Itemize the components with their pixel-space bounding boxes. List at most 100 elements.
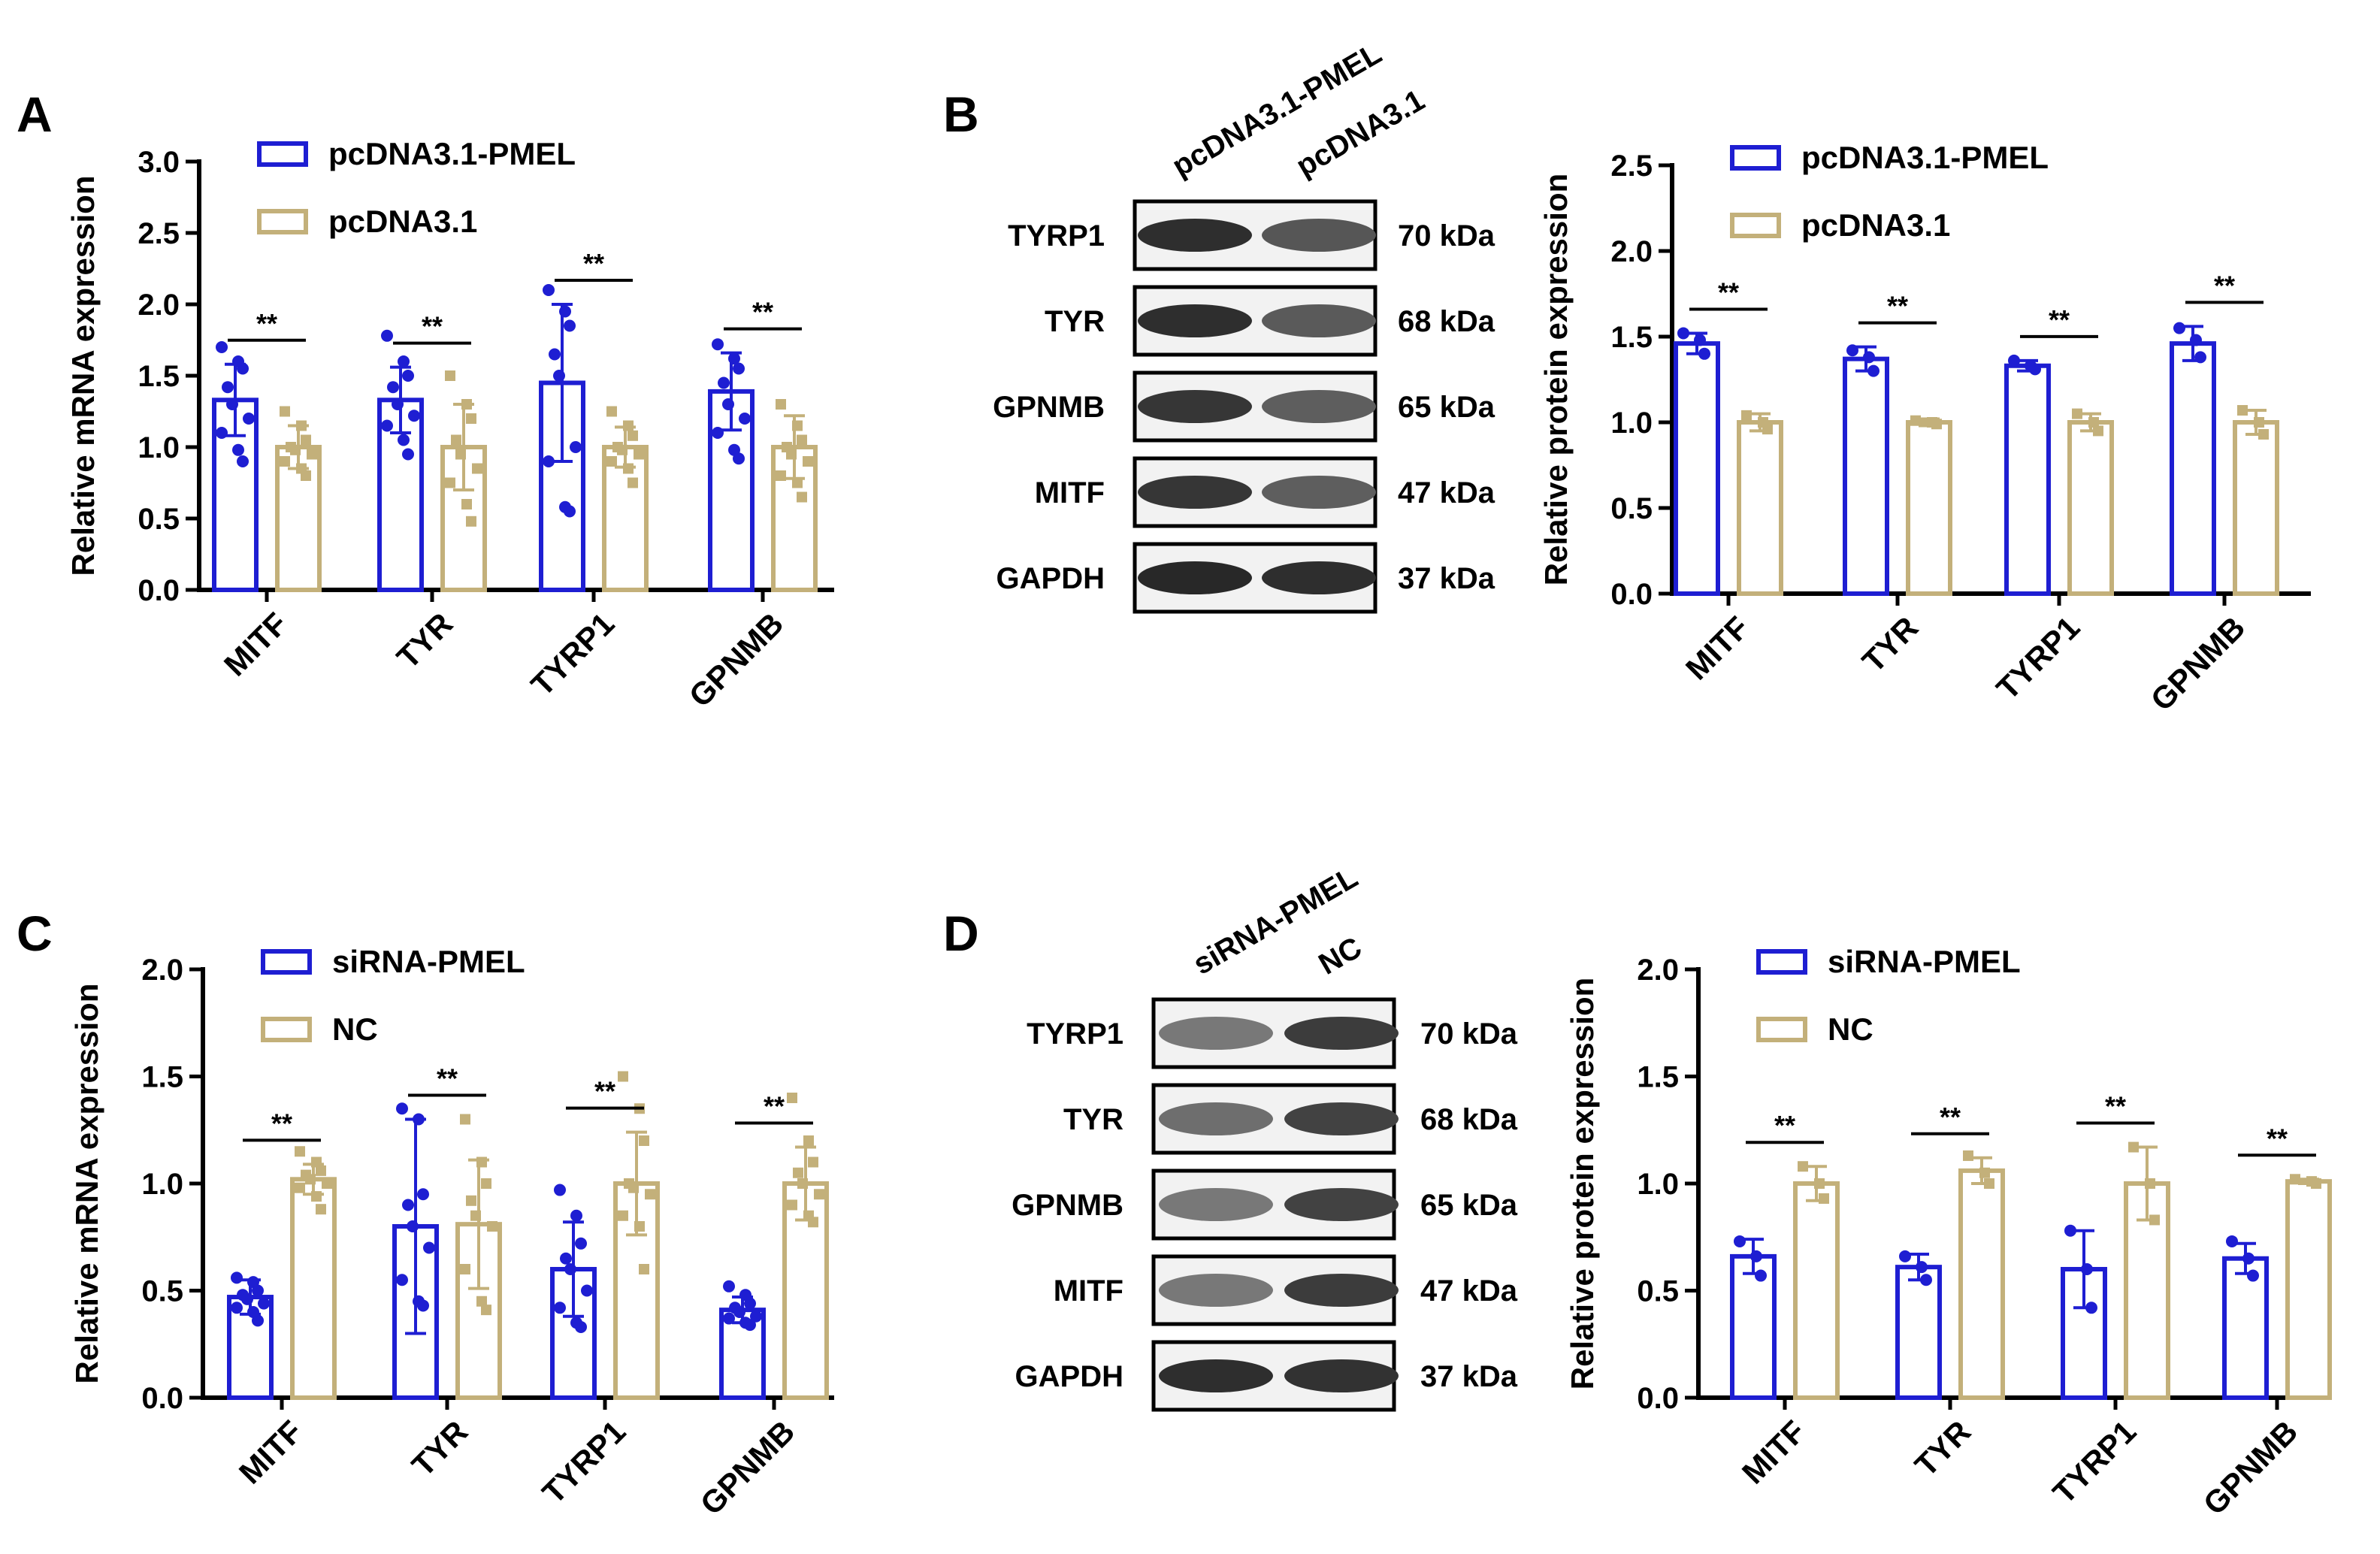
sig-label: ** bbox=[583, 248, 604, 279]
data-point bbox=[226, 398, 238, 410]
data-point bbox=[1694, 334, 1706, 346]
data-point bbox=[295, 1182, 305, 1193]
data-point bbox=[445, 370, 455, 381]
data-point bbox=[460, 1114, 470, 1125]
data-point bbox=[316, 1165, 326, 1176]
data-point bbox=[2173, 322, 2185, 334]
data-point bbox=[311, 1191, 322, 1202]
data-point bbox=[1798, 1161, 1808, 1172]
data-point bbox=[639, 1264, 649, 1274]
data-point bbox=[252, 1314, 264, 1327]
band-TYRP1-lane1 bbox=[1138, 219, 1252, 252]
sig-label: ** bbox=[271, 1108, 292, 1138]
panel-letter-C: C bbox=[17, 905, 53, 961]
y-tick-label: 2.0 bbox=[1637, 954, 1679, 987]
data-point bbox=[481, 1305, 491, 1316]
y-tick-label: 0.0 bbox=[138, 574, 180, 607]
data-point bbox=[623, 420, 634, 431]
band-TYR-lane1 bbox=[1159, 1102, 1273, 1135]
band-TYR-lane1 bbox=[1138, 304, 1252, 337]
data-point bbox=[814, 1189, 824, 1200]
x-tick-label-GPNMB: GPNMB bbox=[2197, 1413, 2305, 1522]
data-point bbox=[392, 398, 404, 410]
legend-swatch bbox=[1756, 949, 1807, 975]
blot-protein-label: GPNMB bbox=[993, 391, 1105, 424]
data-point bbox=[402, 370, 414, 382]
y-tick-label: 1.0 bbox=[1637, 1168, 1679, 1201]
blot-protein-label: GAPDH bbox=[996, 562, 1105, 595]
y-tick-label: 0.0 bbox=[1610, 578, 1653, 611]
data-point bbox=[712, 338, 724, 351]
data-point bbox=[1984, 1178, 1994, 1189]
data-point bbox=[396, 1102, 408, 1115]
data-point bbox=[417, 1188, 429, 1201]
sig-label: ** bbox=[2105, 1091, 2126, 1122]
data-point bbox=[718, 376, 730, 389]
data-point bbox=[543, 284, 555, 296]
data-point bbox=[792, 420, 803, 431]
sig-label: ** bbox=[1940, 1102, 1961, 1132]
data-point bbox=[1677, 327, 1689, 340]
data-point bbox=[387, 381, 399, 394]
band-TYRP1-lane2 bbox=[1284, 1017, 1399, 1050]
legend-label: NC bbox=[332, 1011, 378, 1047]
chart-A: 0.0 0.5 1.0 1.5 2.0 2.5 3.0 Relative mRNA expre… bbox=[65, 136, 834, 714]
data-point bbox=[2237, 405, 2248, 416]
data-point bbox=[723, 1280, 735, 1292]
x-tick-label-GPNMB: GPNMB bbox=[682, 606, 791, 714]
blot-protein-label: GPNMB bbox=[1012, 1189, 1123, 1222]
data-point bbox=[381, 329, 393, 342]
chart-B: 0.0 0.5 1.0 1.5 2.0 2.5 Relative protein expre… bbox=[1538, 140, 2311, 718]
data-point bbox=[407, 1220, 419, 1232]
data-point bbox=[733, 1306, 745, 1318]
band-GAPDH-lane1 bbox=[1159, 1359, 1273, 1392]
data-point bbox=[243, 413, 255, 425]
data-point bbox=[634, 1221, 645, 1232]
legend-swatch bbox=[261, 949, 312, 975]
data-point bbox=[381, 419, 393, 432]
data-point bbox=[408, 410, 420, 422]
y-tick-label: 2.0 bbox=[141, 954, 183, 987]
sig-label: ** bbox=[764, 1091, 785, 1122]
x-tick-label-TYR: TYR bbox=[1908, 1413, 1978, 1483]
blot-kda-label: 65 kDa bbox=[1420, 1189, 1518, 1222]
data-point bbox=[723, 1312, 735, 1325]
data-point bbox=[231, 1302, 243, 1314]
data-point bbox=[739, 413, 751, 425]
band-TYR-lane2 bbox=[1262, 304, 1376, 337]
sig-label: ** bbox=[752, 297, 773, 328]
data-point bbox=[639, 1135, 649, 1146]
data-point bbox=[280, 456, 290, 467]
data-point bbox=[786, 449, 797, 460]
blot-kda-label: 37 kDa bbox=[1398, 562, 1495, 595]
legend-label: siRNA-PMEL bbox=[1828, 944, 2021, 979]
blot-kda-label: 65 kDa bbox=[1398, 391, 1495, 424]
data-point bbox=[307, 449, 317, 460]
data-point bbox=[396, 1274, 408, 1286]
data-point bbox=[560, 1252, 572, 1265]
data-point bbox=[305, 1174, 316, 1185]
legend-label: pcDNA3.1 bbox=[1801, 207, 1950, 243]
data-point bbox=[808, 1217, 818, 1228]
bar-NC-MITF bbox=[290, 1177, 337, 1401]
data-point bbox=[2226, 1235, 2238, 1247]
data-point bbox=[466, 515, 476, 527]
data-point bbox=[241, 1292, 253, 1305]
sig-label: ** bbox=[1718, 277, 1739, 307]
data-point bbox=[618, 1210, 628, 1221]
blot-protein-label: MITF bbox=[1054, 1274, 1123, 1308]
data-point bbox=[733, 362, 745, 375]
data-point bbox=[295, 1146, 305, 1157]
data-point bbox=[1846, 344, 1858, 357]
x-tick-label-TYR: TYR bbox=[405, 1413, 475, 1483]
data-point bbox=[543, 455, 555, 467]
legend-label: siRNA-PMEL bbox=[332, 944, 525, 979]
data-point bbox=[712, 427, 724, 439]
x-tick-label-TYR: TYR bbox=[390, 606, 460, 676]
bar-pcDNA3.1-PMEL-GPNMB bbox=[2170, 341, 2216, 596]
sig-label: ** bbox=[1887, 291, 1908, 322]
y-tick-label: 0.5 bbox=[138, 503, 180, 536]
sig-label: ** bbox=[256, 308, 277, 339]
data-point bbox=[2072, 408, 2082, 419]
